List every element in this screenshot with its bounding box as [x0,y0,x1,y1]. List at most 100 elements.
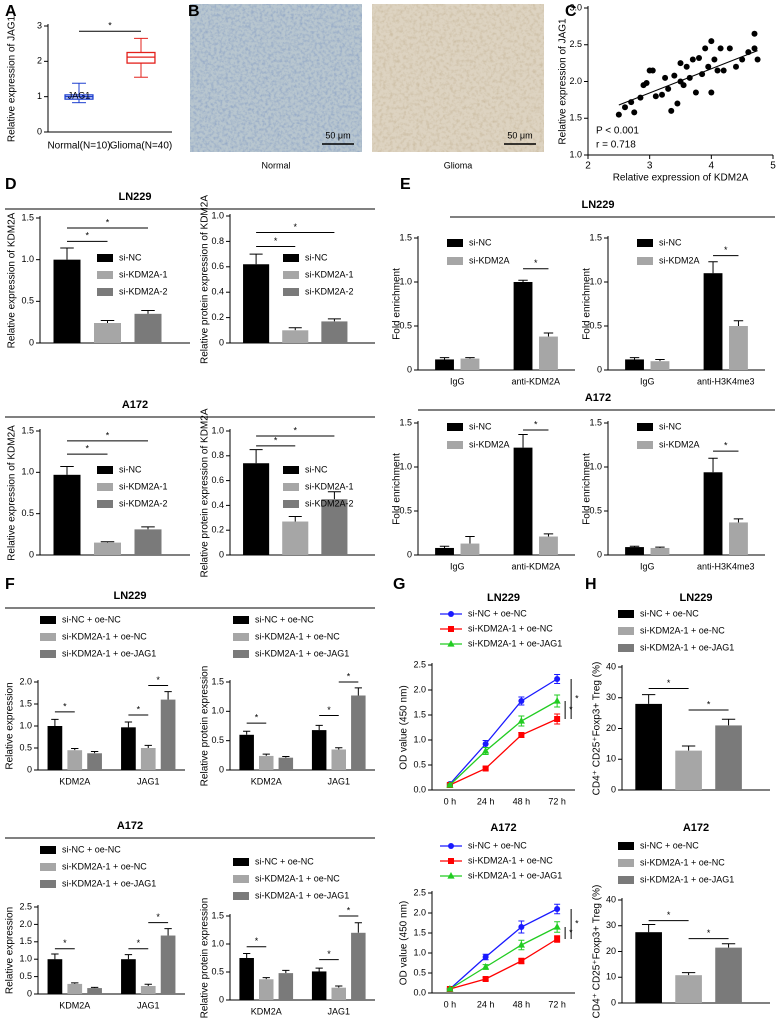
legend-swatch [283,500,299,508]
legend-swatch [40,846,56,854]
x-tick-label: KDM2A [59,776,90,786]
y-tick-label: 1.0 [211,938,224,948]
point [662,74,669,81]
legend-label: si-KDM2A-1 + oe-NC [640,625,725,635]
legend-label: si-KDM2A-1 + oe-NC [62,631,147,641]
y-tick-label: 0.5 [21,508,34,518]
point [622,104,628,111]
point [754,56,761,63]
error-bar [629,357,640,360]
point [446,781,454,788]
error-bar [327,318,341,322]
error-bar [465,357,475,359]
point [518,958,525,964]
sig-label: * [108,21,112,31]
bar [703,273,723,370]
legend-label: si-KDM2A-1 + oe-JAG1 [255,890,349,900]
sig-label: * [534,419,538,429]
legend-swatch [618,610,634,618]
error-bar [439,357,450,360]
legend-label: si-KDM2A-1 + oe-JAG1 [640,642,734,652]
point [726,45,733,52]
sig-label: * [569,704,573,714]
sig-label: * [106,217,110,227]
section-title: A172 [122,399,148,411]
legend-label: si-KDM2A-1 + oe-JAG1 [255,648,349,658]
y-tick-label: 0.5 [19,971,32,981]
legend-label: si-KDM2A-1 + oe-JAG1 [468,870,562,880]
legend-swatch [97,271,113,279]
line [449,938,558,990]
error-bar [249,253,263,265]
legend-label: si-NC [659,421,682,431]
point [680,82,687,89]
legend-label: si-KDM2A-2 [119,498,168,508]
error-bar [315,724,323,731]
point [677,60,684,67]
error-bar [655,358,665,362]
y-tick-label: 3 [37,20,42,30]
image-caption: Glioma [444,160,473,170]
error-bar [51,718,59,726]
sig-label: * [724,441,728,451]
error-bar [335,985,343,988]
sig-label: * [274,236,278,246]
y-tick-label: 1.0 [399,276,412,286]
sig-label: * [569,927,573,937]
legend-label: si-KDM2A-1 + oe-NC [62,861,147,871]
y-tick-label: 0.5 [211,966,224,976]
point [696,54,702,61]
x-tick-label: anti-KDM2A [511,376,560,386]
sig-label: * [347,671,351,681]
legend-swatch [97,254,113,262]
legend-swatch [618,627,634,635]
sig-label: * [106,430,110,440]
y-axis-label: Relative expression [5,682,16,769]
point [705,63,712,70]
x-tick-label: IgG [640,376,655,386]
error-bar [144,983,152,986]
y-tick-label: 1.0 [19,954,32,964]
legend-marker [447,872,455,879]
line [449,926,558,990]
point [708,38,715,45]
legend-label: si-NC [119,252,142,262]
y-tick-label: 0 [27,988,32,998]
bar [67,983,83,994]
legend-label: si-NC [659,237,682,247]
point [446,985,454,992]
y-tick-label: 0 [407,549,412,559]
point [517,717,525,724]
line [449,700,558,786]
y-tick-label: 0.5 [589,505,602,515]
bar [331,987,346,1000]
error-bar [733,518,744,523]
y-tick-label: 0 [597,549,602,559]
bar [331,749,346,770]
point [482,741,489,747]
point [733,63,739,70]
legend-label: si-KDM2A-1 + oe-NC [640,857,725,867]
panel-label: A [5,3,17,20]
y-tick-label: 0 [219,549,224,559]
error-bar [90,751,99,754]
x-tick-label: 0 h [444,999,457,1009]
bar [140,748,156,770]
y-tick-label: 2 [37,56,42,66]
x-tick-label: 5 [770,161,776,172]
legend-swatch [233,633,249,641]
y-axis-label: Fold enrichment [392,268,403,340]
legend-label: si-KDM2A-1 + oe-NC [255,631,340,641]
y-tick-label: 3.0 [569,2,582,12]
bar [94,542,121,555]
point [720,67,727,74]
error-bar [315,967,323,972]
legend-label: si-NC [469,237,492,247]
sig-label: * [156,912,160,922]
bar [675,750,702,790]
section-title: A172 [117,820,143,832]
x-tick-label: 72 h [548,796,566,806]
bar [278,757,294,770]
sig-label: * [137,704,141,714]
legend-swatch [97,500,113,508]
